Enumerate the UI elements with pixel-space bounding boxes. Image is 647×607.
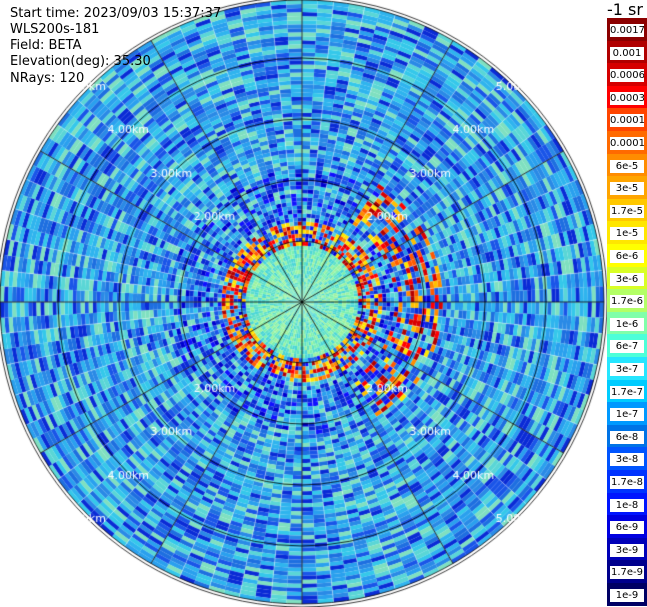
colorbar-tick-label: 0.0001 <box>610 137 644 150</box>
colorbar-tick-label: 0.0017 <box>610 24 644 37</box>
colorbar-tick-label: 0.0006 <box>610 69 644 83</box>
colorbar-tick-label: 1.7e-8 <box>610 476 644 489</box>
colorbar-tick-label: 1.7e-7 <box>610 385 644 399</box>
colorbar-cell: 6e-8 <box>607 424 647 448</box>
colorbar-cell: 3e-5 <box>607 176 647 200</box>
colorbar-tick-label: 6e-6 <box>610 250 644 263</box>
colorbar-cell: 1.7e-6 <box>607 289 647 313</box>
colorbar-cell: 6e-6 <box>607 244 647 268</box>
elevation-label: Elevation(deg): 35.30 <box>10 54 151 69</box>
colorbar-cell: 0.001 <box>607 40 647 64</box>
colorbar-cell: 1.7e-5 <box>607 198 647 222</box>
colorbar-cell: 1e-9 <box>607 583 647 607</box>
colorbar-cell: 1e-5 <box>607 221 647 245</box>
colorbar-tick-label: 1e-9 <box>610 589 644 602</box>
colorbar-tick-label: 0.0003 <box>610 91 644 105</box>
colorbar-tick-label: 1.7e-5 <box>610 204 644 218</box>
colorbar-cell: 6e-7 <box>607 334 647 358</box>
colorbar-tick-label: 3e-5 <box>610 182 644 196</box>
colorbar-cell: 1e-6 <box>607 311 647 335</box>
colorbar-tick-label: 1.7e-9 <box>610 566 644 580</box>
colorbar-tick-label: 3e-7 <box>610 363 644 376</box>
colorbar-cell: 6e-9 <box>607 515 647 539</box>
colorbar-cell: 0.0006 <box>607 63 647 87</box>
colorbar-tick-label: 1e-8 <box>610 498 644 512</box>
colorbar-tick-label: 6e-5 <box>610 159 644 173</box>
colorbar-tick-label: 6e-8 <box>610 430 644 444</box>
colorbar-tick-label: 0.001 <box>610 46 644 60</box>
colorbar-tick-label: 3e-8 <box>610 453 644 467</box>
colorbar-cell: 1e-8 <box>607 492 647 516</box>
colorbar-tick-label: 0.00017 <box>610 114 644 128</box>
colorbar-cell: 0.0001 <box>607 131 647 155</box>
colorbar-cell: 3e-6 <box>607 266 647 290</box>
colorbar-unit: -1 sr <box>607 0 643 19</box>
colorbar-cell: 1.7e-9 <box>607 560 647 584</box>
colorbar-tick-label: 1e-6 <box>610 317 644 331</box>
colorbar-cell: 3e-8 <box>607 447 647 471</box>
colorbar-cell: 1e-7 <box>607 402 647 426</box>
instrument-label: WLS200s-181 <box>10 22 100 37</box>
colorbar-tick-label: 1e-5 <box>610 227 644 241</box>
colorbar-cell: 0.0017 <box>607 18 647 42</box>
colorbar-cell: 6e-5 <box>607 153 647 177</box>
colorbar-cell: 1.7e-7 <box>607 379 647 403</box>
colorbar-tick-label: 6e-7 <box>610 340 644 354</box>
nrays-label: NRays: 120 <box>10 71 85 86</box>
colorbar-tick-label: 3e-6 <box>610 272 644 286</box>
colorbar-cell: 1.7e-8 <box>607 470 647 494</box>
colorbar-tick-label: 1e-7 <box>610 408 644 422</box>
colorbar-tick-label: 3e-9 <box>610 543 644 557</box>
colorbar-cell: 0.0003 <box>607 85 647 109</box>
colorbar-cell: 3e-7 <box>607 357 647 381</box>
colorbar-cell: 3e-9 <box>607 537 647 561</box>
start-time-label: Start time: 2023/09/03 15:37:37 <box>10 6 222 21</box>
field-label: Field: BETA <box>10 38 82 53</box>
colorbar-tick-label: 6e-9 <box>610 521 644 535</box>
colorbar-cell: 0.00017 <box>607 108 647 132</box>
colorbar-tick-label: 1.7e-6 <box>610 295 644 309</box>
